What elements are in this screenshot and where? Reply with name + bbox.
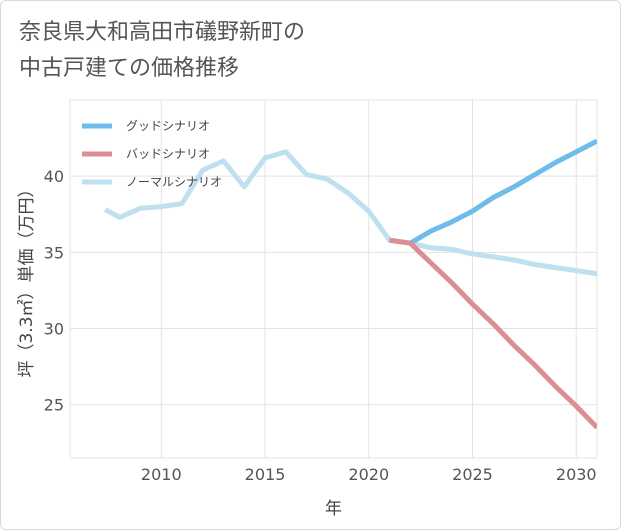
y-tick-label: 40	[44, 167, 64, 186]
legend-normal[interactable]: ノーマルシナリオ	[82, 175, 222, 189]
legend-label: グッドシナリオ	[126, 119, 210, 133]
x-tick-label: 2020	[348, 465, 389, 484]
y-tick-label: 25	[44, 396, 64, 415]
normal-scenario-line	[104, 149, 597, 277]
y-tick-label: 35	[44, 243, 64, 262]
axis-ticks: 2010 2015 2020 2025 2030 25 30 35 40	[44, 167, 597, 484]
legend-label: バッドシナリオ	[126, 147, 210, 161]
legend-label: ノーマルシナリオ	[126, 175, 222, 189]
y-tick-label: 30	[44, 320, 64, 339]
x-tick-label: 2010	[141, 465, 182, 484]
chart-title-line2: 中古戸建ての価格推移	[19, 56, 240, 81]
series-lines	[104, 138, 597, 430]
chart-title-line1: 奈良県大和高田市礒野新町の	[19, 20, 306, 45]
bad-scenario-line	[389, 237, 597, 430]
legend-good[interactable]: グッドシナリオ	[82, 119, 210, 133]
y-axis-label: 坪（3.3㎡）単価（万円）	[17, 180, 37, 377]
chart-title: 奈良県大和高田市礒野新町の 中古戸建ての価格推移	[19, 15, 579, 87]
plot-frame	[69, 99, 598, 459]
legend-bad[interactable]: バッドシナリオ	[82, 147, 210, 161]
x-axis-label: 年	[325, 499, 342, 519]
good-scenario-line	[389, 138, 597, 246]
x-tick-label: 2025	[452, 465, 493, 484]
x-tick-label: 2015	[245, 465, 286, 484]
x-tick-label: 2030	[556, 465, 597, 484]
